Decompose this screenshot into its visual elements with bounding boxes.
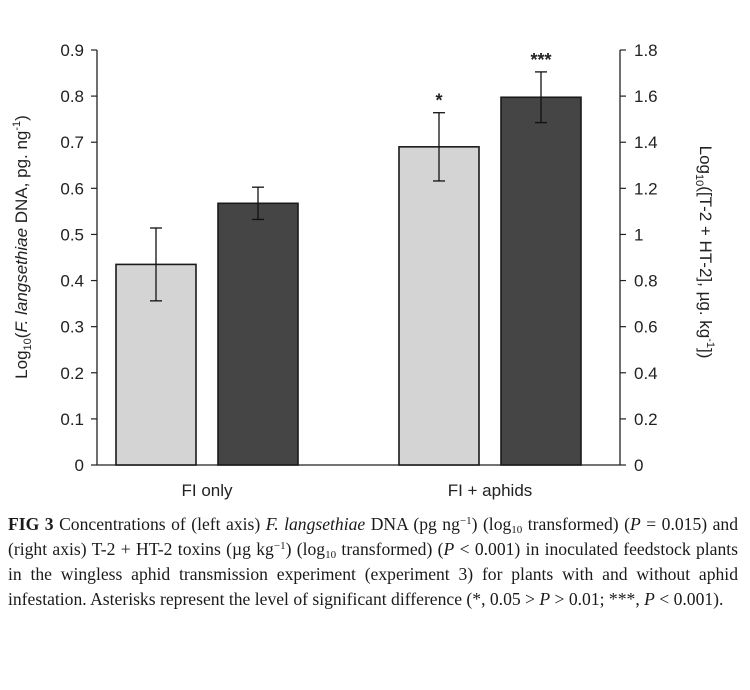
caption-superscript: −1 [459, 515, 472, 527]
caption-p-symbol: P [630, 514, 641, 534]
caption-subscript: 10 [325, 549, 337, 561]
axis-label-part: ([T-2 + HT-2], µg. kg [696, 186, 715, 338]
axis-label-part: ) [12, 115, 31, 121]
caption-text: Concentrations of (left axis) [53, 514, 266, 534]
axis-label-subscript: 10 [22, 338, 34, 350]
caption-p-symbol: P [539, 589, 551, 609]
axis-label-subscript: 10 [693, 174, 705, 186]
axis-label-superscript: -1 [704, 338, 716, 348]
axis-label-part: DNA, pg. ng [12, 131, 31, 228]
left-y-tick-label: 0.5 [60, 225, 84, 244]
significance-marker: * [435, 91, 442, 111]
caption-text: < 0.001) in inoculated feedstock plants … [8, 539, 738, 609]
caption-figure-label: FIG 3 [8, 514, 54, 534]
left-y-tick-label: 0.7 [60, 133, 84, 152]
left-y-tick-label: 0.4 [60, 272, 84, 291]
left-y-tick-label: 0.6 [60, 179, 84, 198]
caption-text: transformed) ( [522, 514, 631, 534]
chart: 0 0.1 0.2 0.3 0.4 0.5 0.6 0.7 0.8 0.9 0 0.2 0.4 0.6 0.… [11, 41, 716, 500]
left-y-tick-label: 0 [75, 456, 84, 475]
caption-text: transformed) ( [336, 539, 444, 559]
left-y-tick-label: 0.1 [60, 410, 84, 429]
right-y-tick-label: 0 [634, 456, 643, 475]
left-y-axis-label: Log10(F. langsethiae DNA, pg. ng-1) [11, 115, 34, 379]
left-y-tick-label: 0.9 [60, 41, 84, 60]
bar [398, 146, 480, 466]
right-y-tick-label: 0.2 [634, 410, 658, 429]
left-y-tick-label: 0.8 [60, 87, 84, 106]
right-y-tick-label: 0.4 [634, 364, 658, 383]
caption-p-symbol: P [443, 539, 455, 559]
right-y-tick-label: 1.2 [634, 179, 658, 198]
caption-text: = 0.015) and (right axis) T-2 + HT-2 tox… [8, 514, 739, 559]
axis-label-part: ( [12, 332, 31, 338]
caption-species: F. langsethiae [265, 514, 366, 534]
x-category-label: FI only [181, 481, 233, 500]
right-y-tick-label: 1 [634, 225, 643, 244]
right-y-tick-label: 1.6 [634, 87, 658, 106]
significance-marker: *** [530, 50, 551, 70]
caption-text: < 0.001). [654, 589, 724, 609]
bar [217, 202, 299, 466]
left-y-tick-label: 0.3 [60, 318, 84, 337]
left-y-tick-label: 0.2 [60, 364, 84, 383]
axis-label-species: F. langsethiae [12, 228, 31, 333]
caption-text: ) (log [471, 514, 512, 534]
axis-label-superscript: -1 [11, 121, 23, 131]
right-y-tick-label: 0.6 [634, 318, 658, 337]
figure-caption: FIG 3 Concentrations of (left axis) F. l… [8, 512, 738, 612]
caption-superscript: −1 [273, 540, 286, 552]
bar-chart-svg: 0 0.1 0.2 0.3 0.4 0.5 0.6 0.7 0.8 0.9 0 0.2 0.4 0.6 0.… [11, 41, 716, 500]
caption-subscript: 10 [511, 524, 523, 536]
right-y-tick-label: 1.4 [634, 133, 658, 152]
right-y-tick-label: 1.8 [634, 41, 658, 60]
caption-p-symbol: P [644, 589, 655, 609]
axis-label-part: ]) [696, 348, 715, 358]
x-category-label: FI + aphids [448, 481, 533, 500]
right-y-tick-label: 0.8 [634, 272, 658, 291]
caption-text: DNA (pg ng [365, 514, 460, 534]
caption-text: > 0.01; ***, [550, 589, 645, 609]
caption-text: ) (log [285, 539, 326, 559]
bar [500, 96, 582, 466]
axis-label-part: Log [696, 146, 715, 174]
right-y-axis-label: Log10([T-2 + HT-2], µg. kg-1]) [693, 146, 716, 359]
axis-label-part: Log [12, 350, 31, 378]
